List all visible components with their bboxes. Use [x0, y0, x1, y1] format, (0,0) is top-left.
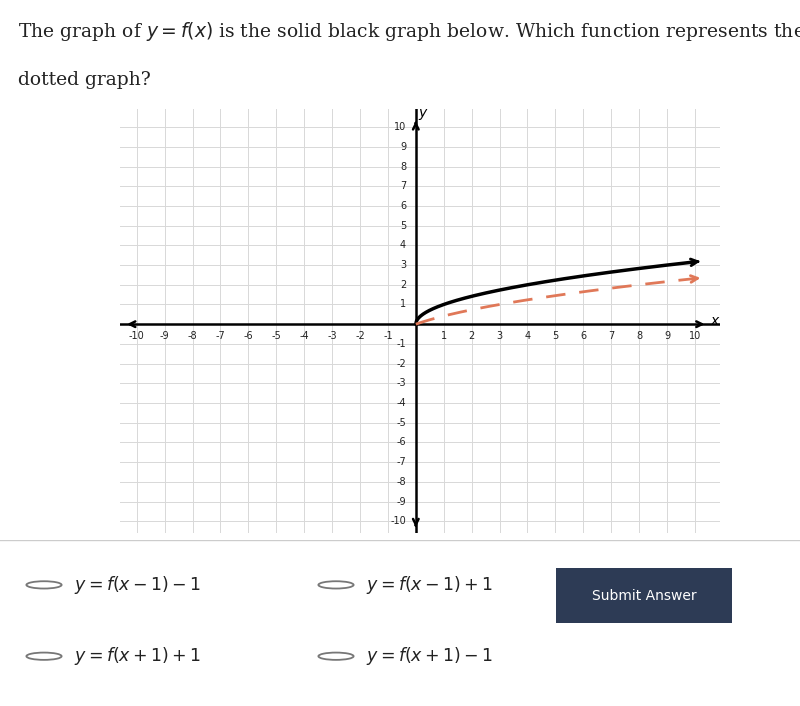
Circle shape	[318, 581, 354, 589]
Text: -2: -2	[396, 359, 406, 369]
Text: 9: 9	[664, 331, 670, 341]
Text: -7: -7	[215, 331, 226, 341]
Text: $y = f(x-1) - 1$: $y = f(x-1) - 1$	[74, 574, 201, 596]
Text: 6: 6	[580, 331, 586, 341]
Text: -5: -5	[396, 418, 406, 428]
Text: 8: 8	[636, 331, 642, 341]
Text: The graph of $y = f(x)$ is the solid black graph below. Which function represent: The graph of $y = f(x)$ is the solid bla…	[18, 20, 800, 43]
Text: 10: 10	[689, 331, 701, 341]
Text: -4: -4	[299, 331, 309, 341]
Text: -6: -6	[397, 438, 406, 448]
Text: -8: -8	[397, 477, 406, 487]
Text: 7: 7	[400, 181, 406, 191]
Circle shape	[318, 652, 354, 660]
Text: 8: 8	[400, 162, 406, 172]
Text: -2: -2	[355, 331, 365, 341]
Text: -3: -3	[397, 378, 406, 388]
Text: 1: 1	[441, 331, 446, 341]
Text: 9: 9	[400, 142, 406, 152]
FancyBboxPatch shape	[556, 568, 732, 623]
Text: 6: 6	[400, 201, 406, 211]
Text: -10: -10	[129, 331, 145, 341]
Text: -6: -6	[243, 331, 253, 341]
Text: $y = f(x-1) + 1$: $y = f(x-1) + 1$	[366, 574, 493, 596]
Circle shape	[26, 581, 62, 589]
Text: -1: -1	[397, 339, 406, 349]
Text: 4: 4	[524, 331, 530, 341]
Text: 2: 2	[469, 331, 474, 341]
Text: -10: -10	[390, 516, 406, 526]
Text: x: x	[710, 314, 718, 328]
Text: 3: 3	[400, 260, 406, 270]
Text: 5: 5	[400, 221, 406, 231]
Text: -1: -1	[383, 331, 393, 341]
Circle shape	[26, 652, 62, 660]
Text: 10: 10	[394, 122, 406, 132]
Text: $y = f(x+1) + 1$: $y = f(x+1) + 1$	[74, 645, 201, 667]
Text: 2: 2	[400, 280, 406, 289]
Text: 1: 1	[400, 299, 406, 309]
Text: 5: 5	[552, 331, 558, 341]
Text: -9: -9	[397, 496, 406, 506]
Text: -7: -7	[396, 457, 406, 467]
Text: -4: -4	[397, 398, 406, 408]
Text: -5: -5	[271, 331, 281, 341]
Text: y: y	[418, 107, 427, 120]
Text: 4: 4	[400, 240, 406, 251]
Text: -8: -8	[188, 331, 198, 341]
Text: $y = f(x+1) - 1$: $y = f(x+1) - 1$	[366, 645, 493, 667]
Text: -3: -3	[327, 331, 337, 341]
Text: 7: 7	[608, 331, 614, 341]
Text: -9: -9	[160, 331, 170, 341]
Text: dotted graph?: dotted graph?	[18, 71, 150, 89]
Text: Submit Answer: Submit Answer	[592, 589, 696, 603]
Text: 3: 3	[497, 331, 502, 341]
